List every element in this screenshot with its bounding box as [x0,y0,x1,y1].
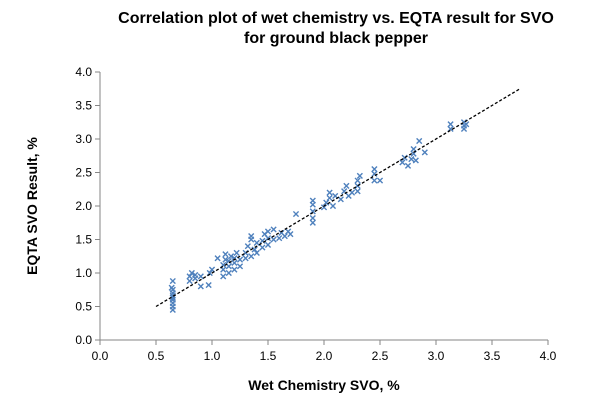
data-point [242,255,249,262]
data-point [371,166,378,173]
data-point [264,241,272,248]
data-point [326,189,333,196]
data-point [447,121,454,128]
data-point [408,156,415,163]
data-point [356,172,363,179]
data-point [231,255,238,262]
data-point [354,188,361,195]
data-point [205,281,212,289]
data-point [270,226,277,233]
data-point [259,237,266,244]
data-point [292,210,300,218]
data-point [287,231,294,238]
y-tick-label: 3.0 [75,132,92,146]
data-point [412,157,419,164]
y-tick-label: 1.5 [75,233,92,247]
data-point [376,177,384,184]
data-point [227,253,235,260]
data-point [251,246,258,253]
x-tick-label: 3.0 [428,349,445,363]
data-point [259,244,266,251]
x-tick-label: 0.0 [92,349,109,363]
data-point [233,249,240,256]
data-point [309,214,316,222]
data-point [220,273,227,280]
y-tick-label: 2.5 [75,166,92,180]
data-point [323,199,330,206]
data-point [309,197,316,204]
data-point [168,284,175,291]
data-point [399,159,406,166]
data-point [225,257,232,265]
data-point [264,235,272,242]
data-point [248,253,255,260]
data-point [214,255,221,262]
data-point [371,177,378,184]
chart-title-line2: for ground black pepper [244,30,428,47]
x-tick-label: 1.0 [204,349,221,363]
x-tick-label: 1.5 [260,349,277,363]
x-tick-label: 0.5 [148,349,165,363]
data-point [248,233,255,240]
y-tick-label: 0.5 [75,300,92,314]
x-tick-label: 2.5 [372,349,389,363]
y-tick-label: 2.0 [75,199,92,213]
data-point [186,277,193,285]
data-point [337,196,344,203]
data-point [197,273,204,280]
y-tick-label: 4.0 [75,65,92,79]
data-point [343,182,350,189]
data-point [197,283,204,290]
x-tick-label: 4.0 [540,349,557,363]
data-point [281,233,288,240]
data-point [222,251,229,258]
x-axis-label: Wet Chemistry SVO, % [248,377,400,393]
data-point [371,170,378,177]
data-point [253,239,260,246]
chart-title-line1: Correlation plot of wet chemistry vs. EQ… [118,10,554,27]
data-point [270,236,277,243]
data-point [264,228,272,235]
data-point [253,249,260,256]
data-point [326,194,333,202]
data-point [186,273,193,280]
data-point [236,263,244,270]
data-point [244,243,251,250]
data-point [421,149,428,156]
x-tick-label: 2.0 [316,349,333,363]
data-point [404,162,412,169]
axes: 0.0 0.5 1.0 1.5 2.0 2.5 3.0 3.5 4.0 0.0 0.5 1.0 1.5 2… [75,65,556,363]
y-tick-label: 0.0 [75,333,92,347]
data-point [463,121,470,128]
data-point [192,271,199,279]
y-tick-label: 1.0 [75,266,92,280]
data-point [416,137,423,145]
data-point [231,259,238,267]
data-point [309,219,316,226]
y-axis-label: EQTA SVO Result, % [24,137,40,275]
data-point [225,269,232,277]
trendline [155,88,521,308]
x-tick-label: 3.5 [484,349,501,363]
data-point [222,256,229,263]
data-points [168,119,470,313]
data-point [169,277,176,285]
data-point [276,235,283,242]
data-point [354,177,361,184]
data-point [329,202,337,210]
data-point [188,269,195,277]
data-point [231,266,238,273]
y-tick-label: 3.5 [75,99,92,113]
